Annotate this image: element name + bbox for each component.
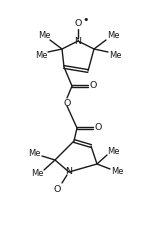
Text: •: •	[83, 15, 89, 25]
Text: Me: Me	[107, 31, 119, 41]
Text: N: N	[66, 168, 73, 176]
Text: Me: Me	[28, 149, 40, 157]
Text: Me: Me	[107, 147, 119, 155]
Text: Me: Me	[38, 31, 50, 41]
Text: Me: Me	[35, 51, 47, 61]
Text: O: O	[94, 123, 102, 133]
Text: Me: Me	[109, 51, 121, 61]
Text: O: O	[74, 18, 82, 28]
Text: Me: Me	[111, 168, 123, 176]
Text: O: O	[63, 98, 71, 108]
Text: Me: Me	[31, 169, 43, 179]
Text: N: N	[75, 36, 81, 46]
Text: O: O	[53, 184, 61, 194]
Text: O: O	[89, 81, 97, 91]
